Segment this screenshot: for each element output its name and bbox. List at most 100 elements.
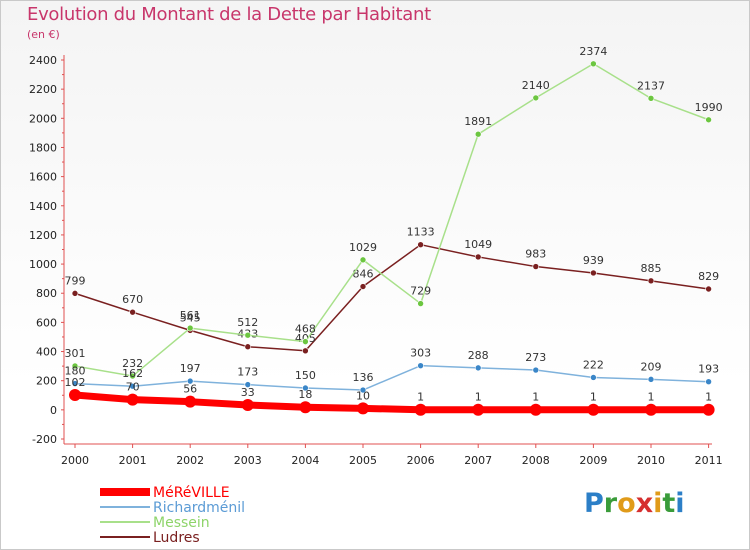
data-label-richardmenil: 173 xyxy=(237,366,258,379)
x-tick-label: 2005 xyxy=(349,454,377,467)
data-point-mereville xyxy=(69,388,81,401)
data-point-richardmenil xyxy=(705,378,712,386)
data-point-ludres xyxy=(359,283,367,290)
data-label-richardmenil: 197 xyxy=(180,362,201,375)
data-point-messein xyxy=(590,60,597,68)
data-point-ludres xyxy=(705,285,712,293)
data-label-mereville: 18 xyxy=(298,388,312,401)
data-point-richardmenil xyxy=(474,364,482,372)
data-point-mereville xyxy=(587,403,600,416)
data-label-messein: 1990 xyxy=(695,101,723,114)
data-label-richardmenil: 303 xyxy=(410,347,431,360)
y-tick-label: 200 xyxy=(36,375,57,388)
x-tick-label: 2006 xyxy=(407,454,435,467)
data-label-mereville: 1 xyxy=(705,391,712,404)
chart-subtitle: (en €) xyxy=(27,28,60,41)
data-point-richardmenil xyxy=(359,386,367,394)
data-point-messein xyxy=(71,362,79,370)
data-point-messein xyxy=(244,331,252,339)
data-label-mereville: 33 xyxy=(241,386,255,399)
data-label-richardmenil: 150 xyxy=(295,369,316,382)
data-point-ludres xyxy=(129,308,136,316)
data-point-mereville xyxy=(357,402,369,415)
y-tick-label: 1000 xyxy=(29,258,57,271)
data-label-mereville: 1 xyxy=(417,391,424,404)
x-tick-label: 2002 xyxy=(176,454,204,467)
data-point-ludres xyxy=(417,241,424,248)
data-point-ludres xyxy=(302,347,309,355)
data-label-messein: 2140 xyxy=(522,79,550,92)
legend-label-mereville: MéRéVILLE xyxy=(153,485,230,501)
y-tick-label: 600 xyxy=(36,316,57,329)
data-label-ludres: 1133 xyxy=(407,226,435,239)
data-label-ludres: 846 xyxy=(353,268,374,281)
data-label-ludres: 983 xyxy=(525,248,546,261)
y-tick-label: 1400 xyxy=(29,200,57,213)
data-label-richardmenil: 273 xyxy=(525,351,546,364)
data-label-mereville: 102 xyxy=(65,376,86,389)
data-point-messein xyxy=(302,338,309,345)
data-label-ludres: 939 xyxy=(583,254,604,267)
series-line-mereville xyxy=(71,391,713,414)
data-label-messein: 2137 xyxy=(637,79,665,92)
data-point-ludres xyxy=(532,263,540,270)
data-point-mereville xyxy=(702,403,715,416)
data-point-ludres xyxy=(647,277,655,285)
x-tick-label: 2011 xyxy=(695,454,723,467)
legend-label-messein: Messein xyxy=(153,515,210,531)
x-tick-label: 2010 xyxy=(637,454,665,467)
y-tick-label: 1200 xyxy=(29,229,57,242)
y-tick-label: 1800 xyxy=(29,141,57,154)
data-label-richardmenil: 136 xyxy=(353,371,374,384)
data-label-mereville: 70 xyxy=(126,381,140,394)
legend-label-richardmenil: Richardménil xyxy=(153,500,245,516)
data-label-mereville: 1 xyxy=(590,391,597,404)
x-tick-label: 2001 xyxy=(119,454,147,467)
data-point-richardmenil xyxy=(186,377,194,385)
data-label-richardmenil: 162 xyxy=(122,367,143,380)
chart-title: Evolution du Montant de la Dette par Hab… xyxy=(27,4,431,25)
x-tick-label: 2000 xyxy=(61,454,89,467)
data-point-mereville xyxy=(472,403,485,416)
data-point-messein xyxy=(474,130,482,138)
data-point-messein xyxy=(417,300,424,307)
data-point-messein xyxy=(532,94,540,102)
data-point-richardmenil xyxy=(532,366,540,374)
data-point-mereville xyxy=(184,395,197,408)
data-point-mereville xyxy=(126,393,139,406)
data-point-mereville xyxy=(645,403,657,416)
data-label-mereville: 1 xyxy=(475,391,482,404)
data-point-ludres xyxy=(474,253,482,261)
data-label-richardmenil: 180 xyxy=(65,365,86,378)
data-point-ludres xyxy=(71,290,79,297)
data-label-richardmenil: 222 xyxy=(583,358,604,371)
data-point-mereville xyxy=(414,403,427,416)
data-label-messein: 1029 xyxy=(349,241,377,254)
y-tick-label: -200 xyxy=(32,433,57,446)
data-point-messein xyxy=(129,372,136,380)
data-label-messein: 512 xyxy=(237,316,258,329)
y-tick-label: 2400 xyxy=(29,54,57,67)
data-label-ludres: 670 xyxy=(122,293,143,306)
data-label-messein: 1891 xyxy=(464,115,492,128)
legend-label-ludres: Ludres xyxy=(153,530,200,546)
y-tick-label: 800 xyxy=(36,287,57,300)
y-tick-label: 400 xyxy=(36,346,57,359)
data-point-messein xyxy=(359,256,367,264)
data-label-messein: 561 xyxy=(180,309,201,322)
data-label-ludres: 1049 xyxy=(464,238,492,251)
series-line-ludres xyxy=(74,243,710,352)
data-point-messein xyxy=(705,116,712,124)
data-point-richardmenil xyxy=(129,382,136,390)
data-point-mereville xyxy=(299,401,312,414)
x-tick-label: 2009 xyxy=(579,454,607,467)
data-label-mereville: 10 xyxy=(356,389,370,402)
data-label-ludres: 545 xyxy=(180,311,201,324)
data-label-ludres: 885 xyxy=(641,262,662,275)
y-tick-label: 2200 xyxy=(29,83,57,96)
data-point-mereville xyxy=(529,403,542,416)
data-label-messein: 2374 xyxy=(579,45,607,58)
y-tick-label: 2000 xyxy=(29,112,57,125)
